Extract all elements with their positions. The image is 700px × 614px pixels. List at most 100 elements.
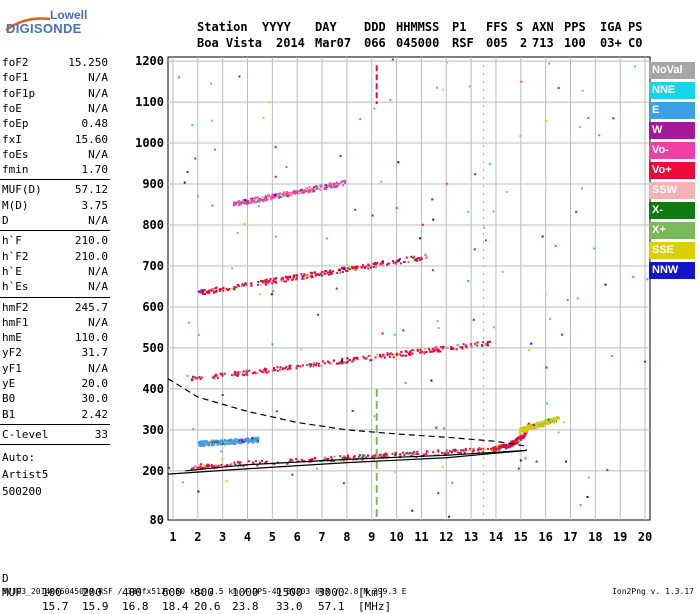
trace-point xyxy=(260,284,263,287)
noise-point xyxy=(483,226,486,229)
trace-point xyxy=(363,454,366,457)
trace-point xyxy=(199,291,202,294)
noise-point xyxy=(359,118,362,121)
param-value: 30.0 xyxy=(81,392,109,406)
trace-point xyxy=(292,192,295,195)
trace-point xyxy=(226,464,229,467)
trace-point xyxy=(323,186,326,189)
trace-point xyxy=(308,459,311,462)
x-tick-label: 7 xyxy=(318,530,325,544)
trace-point xyxy=(304,273,307,276)
trace-point xyxy=(351,267,354,270)
header-value-2: Mar07 xyxy=(315,36,352,50)
plot-frame xyxy=(167,56,651,521)
footer-value: 16.8 xyxy=(122,600,149,613)
trace-point xyxy=(381,262,384,265)
trace-point xyxy=(197,465,200,468)
trace-point xyxy=(223,443,226,446)
trace-point xyxy=(214,286,217,289)
noise-point xyxy=(371,214,374,217)
trace-point xyxy=(212,465,215,468)
trace-point xyxy=(412,453,415,456)
trace-point xyxy=(285,365,288,368)
trace-point xyxy=(216,443,219,446)
trace-point xyxy=(209,441,212,444)
trace-point xyxy=(269,198,272,201)
trace-point xyxy=(311,363,314,366)
param-row: foF1p N/A xyxy=(2,87,108,101)
header-label-9: PPS xyxy=(564,20,586,34)
trace-point xyxy=(407,452,410,455)
trace-point xyxy=(327,270,330,273)
trace-point xyxy=(397,259,400,262)
trace-point xyxy=(524,431,527,434)
param-name: yE xyxy=(2,377,16,390)
distance-row: D 100 200 400 600 800 1000 1500 3000 [km] xyxy=(2,558,385,599)
trace-point xyxy=(522,435,525,438)
trace-point xyxy=(327,273,330,276)
x-tick-label: 14 xyxy=(489,530,503,544)
trace-point xyxy=(464,448,467,451)
trace-point xyxy=(200,466,203,469)
trace-point xyxy=(280,277,283,280)
noise-point xyxy=(633,65,636,68)
trace-point xyxy=(312,361,315,364)
trace-point xyxy=(256,283,259,286)
trace-point xyxy=(274,369,277,372)
source-info: BVJ03_2014066045000.RSF / 384fx512h 50 k… xyxy=(2,587,407,596)
trace-point xyxy=(394,453,397,456)
trace-point xyxy=(556,417,559,420)
trace-point xyxy=(370,265,373,268)
trace-point xyxy=(339,269,342,272)
trace-point xyxy=(286,278,289,281)
trace-point xyxy=(531,426,534,429)
trace-point xyxy=(265,368,268,371)
trace-point xyxy=(289,460,292,463)
trace-point xyxy=(278,368,281,371)
trace-point xyxy=(396,260,399,263)
x-tick-label: 4 xyxy=(244,530,251,544)
trace-point xyxy=(345,457,348,460)
trace-point xyxy=(240,442,243,445)
trace-point xyxy=(271,197,274,200)
trace-point xyxy=(459,449,462,452)
param-row: hmF1 N/A xyxy=(2,316,108,330)
trace-point xyxy=(309,271,312,274)
trace-point xyxy=(366,454,369,457)
param-value: N/A xyxy=(88,264,108,278)
x-tick-label: 10 xyxy=(389,530,403,544)
trace-point xyxy=(252,440,255,443)
trace-point xyxy=(295,275,298,278)
trace-point xyxy=(335,182,338,185)
param-divider xyxy=(0,444,110,446)
trace-point xyxy=(382,260,385,263)
ionogram-chart: 1 2 3 4 5 6 7 8 9 10 11 12 13 14 15 16 17 18 19 20802003004… xyxy=(135,54,652,544)
trace-point xyxy=(202,293,205,296)
trace-point xyxy=(487,344,490,347)
trace-point xyxy=(336,185,339,188)
trace-point xyxy=(289,364,292,367)
trace-point xyxy=(360,456,363,459)
noise-point xyxy=(586,495,589,498)
trace-point xyxy=(384,455,387,458)
trace-point xyxy=(289,367,292,370)
trace-point xyxy=(527,424,530,427)
noise-point xyxy=(524,457,527,460)
header-value-1: 2014 xyxy=(276,36,305,50)
trace-point xyxy=(207,443,210,446)
trace-point xyxy=(300,188,303,191)
param-value: 15.250 xyxy=(68,56,108,69)
trace-point xyxy=(286,195,289,198)
trace-point xyxy=(285,276,288,279)
trace-point xyxy=(290,276,293,279)
trace-point xyxy=(391,452,394,455)
noise-point xyxy=(467,279,470,282)
trace-point xyxy=(325,188,328,191)
trace-point xyxy=(236,460,239,463)
trace-point xyxy=(197,441,200,444)
trace-point xyxy=(332,182,335,185)
noise-point xyxy=(441,465,444,468)
trace-point xyxy=(343,182,346,185)
trace-point xyxy=(329,362,332,365)
trace-point xyxy=(264,283,267,286)
